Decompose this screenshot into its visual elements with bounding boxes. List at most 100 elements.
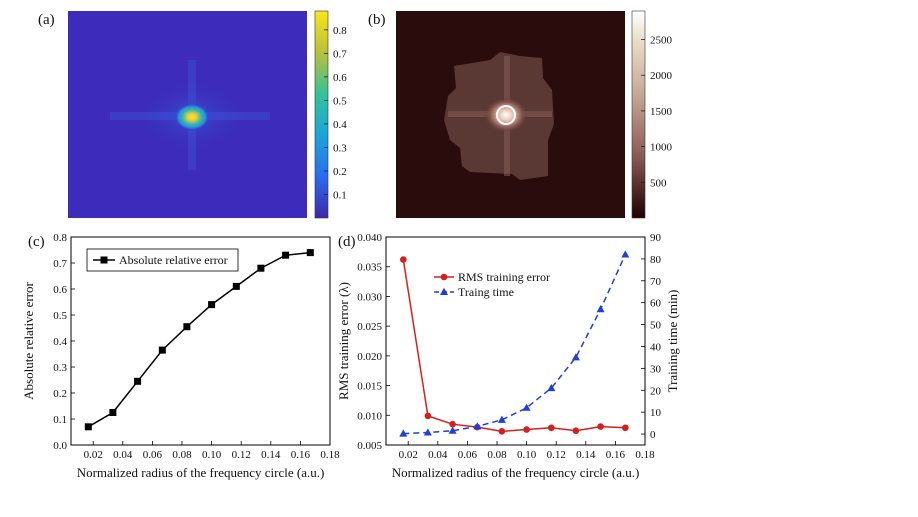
panel-label-d: (d) <box>338 234 356 250</box>
chart-c-series-0-point-4 <box>183 323 191 331</box>
chart-c-ytick-label-3: 0.3 <box>53 362 67 374</box>
colorbar-a-tick-label-0: 0.1 <box>333 189 347 201</box>
chart-c-xtick-label-8: 0.18 <box>320 449 340 461</box>
chart-d-ylabel-right: Training time (min) <box>665 290 680 393</box>
colorbar-b-tick-label-0: 500 <box>650 177 667 189</box>
chart-d-series-1-point-1 <box>423 428 432 436</box>
chart-d-ytick-right-label-3: 30 <box>650 363 662 375</box>
frequency-circle <box>496 105 516 125</box>
chart-c-series-0-line <box>87 251 311 428</box>
chart-d-series-1-point-7 <box>571 353 580 361</box>
heatmap-a-peak <box>174 103 210 131</box>
chart-d-xtick-label-2: 0.06 <box>458 449 478 461</box>
chart-d-series-1-point-4 <box>497 415 506 423</box>
heatmap-b <box>396 11 625 218</box>
chart-d-series-0-point-9 <box>622 424 629 432</box>
colorbar-a-tick-label-7: 0.8 <box>333 25 347 37</box>
chart-c-ylabel: Absolute relative error <box>21 282 36 400</box>
colorbar-b-tick-label-2: 1500 <box>650 106 673 118</box>
chart-d-ytick-right-label-4: 40 <box>650 341 662 353</box>
chart-c-xtick-label-0: 0.02 <box>84 449 103 461</box>
chart-d-xtick-label-6: 0.14 <box>576 449 596 461</box>
chart-c-series-0-point-2 <box>134 377 142 385</box>
colorbar-a-tick-label-1: 0.2 <box>333 166 347 178</box>
chart-d-series-1-point-5 <box>522 403 531 411</box>
chart-d-series-0-point-4 <box>498 428 506 435</box>
chart-d-series-1-point-0 <box>399 429 408 437</box>
chart-c-ytick-label-6: 0.6 <box>53 284 67 296</box>
colorbar-b-tick-label-4: 2500 <box>650 35 673 47</box>
chart-c-ytick-label-1: 0.1 <box>53 414 67 426</box>
chart-c-ytick-label-7: 0.7 <box>53 258 67 270</box>
chart-d-xtick-label-5: 0.12 <box>547 449 566 461</box>
chart-c-series-0-point-1 <box>109 409 117 416</box>
chart-d-legend <box>432 267 554 301</box>
chart-d-xtick-label-0: 0.02 <box>399 449 418 461</box>
chart-d-series-0-point-2 <box>449 420 456 428</box>
chart-c-ytick-label-2: 0.2 <box>53 388 67 400</box>
chart-d-ytick-label-1: 0.010 <box>357 410 382 422</box>
chart-d-ytick-label-2: 0.015 <box>357 381 382 393</box>
chart-c-series-0-point-5 <box>208 301 216 309</box>
chart-d-ytick-right-label-1: 10 <box>650 407 662 419</box>
chart-c-legend <box>86 248 239 272</box>
chart-d-ytick-right-label-9: 90 <box>650 232 662 244</box>
chart-d-legend-marker-1 <box>440 287 448 295</box>
chart-d-ytick-right-label-5: 50 <box>650 320 662 332</box>
chart-d-xlabel: Normalized radius of the frequency circl… <box>392 465 640 480</box>
chart-c-series-0-point-9 <box>306 249 314 257</box>
colorbar-b-tick-label-3: 2000 <box>650 70 673 82</box>
chart-c-series-0-point-7 <box>257 264 265 272</box>
chart-d-ytick-label-7: 0.040 <box>357 232 382 244</box>
line-chart-c: 0.02 0.04 0.06 0.08 0.10 0.12 0.14 0.16 0.18 0.0 0… <box>21 232 340 480</box>
chart-c-xlabel: Normalized radius of the frequency circl… <box>77 465 325 480</box>
chart-c-series-0-point-8 <box>282 251 290 259</box>
chart-d-plot-frame <box>385 236 646 446</box>
chart-c-series-0-point-6 <box>232 282 240 290</box>
chart-c-legend-label-0: Absolute relative error <box>119 253 228 267</box>
line-chart-d: 0.02 0.04 0.06 0.08 0.10 0.12 0.14 0.16 0.18 0.00… <box>336 232 680 480</box>
chart-d-ylabel: RMS training error (λ) <box>336 282 351 400</box>
chart-d-series-1-point-6 <box>547 383 556 392</box>
chart-c-xtick-label-6: 0.14 <box>261 449 281 461</box>
chart-d-ytick-label-0: 0.005 <box>357 440 382 452</box>
chart-d-xtick-label-4: 0.10 <box>517 449 537 461</box>
chart-d-series-0-point-8 <box>597 423 604 430</box>
chart-d-series-0-point-7 <box>572 427 580 435</box>
chart-c-ytick-label-4: 0.4 <box>53 336 67 348</box>
chart-d-ytick-label-5: 0.030 <box>357 291 382 303</box>
chart-c-xtick-label-3: 0.08 <box>172 449 192 461</box>
colorbar-a-tick-label-5: 0.6 <box>333 72 347 84</box>
colorbar-b: 500 1000 1500 2000 2500 <box>631 10 673 219</box>
chart-d-legend-label-1: Traing time <box>458 285 514 299</box>
chart-d-series-1-point-3 <box>473 422 482 430</box>
chart-c-xtick-label-7: 0.16 <box>291 449 311 461</box>
chart-d-xtick-label-3: 0.08 <box>487 449 507 461</box>
chart-d-ytick-label-4: 0.025 <box>357 321 382 333</box>
colorbar-a-tick-label-6: 0.7 <box>333 48 347 60</box>
chart-d-series-1-point-8 <box>596 305 605 313</box>
panel-label-b: (b) <box>368 12 386 28</box>
panel-label-c: (c) <box>28 234 45 250</box>
chart-c-legend-marker-0 <box>100 256 108 264</box>
colorbar-a-tick-label-2: 0.3 <box>333 142 347 154</box>
panel-label-a: (a) <box>38 12 55 28</box>
chart-c-ytick-label-8: 0.8 <box>53 232 67 244</box>
chart-d-series-1-line <box>403 254 626 435</box>
colorbar-a: 0.1 0.2 0.3 0.4 0.5 0.6 0.7 0.8 <box>314 10 347 219</box>
chart-d-xtick-label-7: 0.16 <box>606 449 626 461</box>
heatmap-b-peak <box>484 97 528 133</box>
chart-d-ytick-right-label-8: 80 <box>650 254 662 266</box>
chart-d-ytick-label-6: 0.035 <box>357 262 382 274</box>
chart-d-legend-marker-0 <box>440 273 448 281</box>
chart-d-ytick-right-label-6: 60 <box>650 298 662 310</box>
chart-d-xtick-label-8: 0.18 <box>635 449 655 461</box>
chart-d-ytick-right-label-0: 0 <box>650 429 656 441</box>
chart-c-xtick-label-1: 0.04 <box>113 449 133 461</box>
colorbar-b-tick-label-1: 1000 <box>650 142 673 154</box>
chart-d-ytick-right-label-2: 20 <box>650 385 662 397</box>
chart-c-ytick-label-0: 0.0 <box>53 440 67 452</box>
chart-d-series-0-point-5 <box>523 426 530 433</box>
chart-c-series-0-point-3 <box>158 346 166 354</box>
